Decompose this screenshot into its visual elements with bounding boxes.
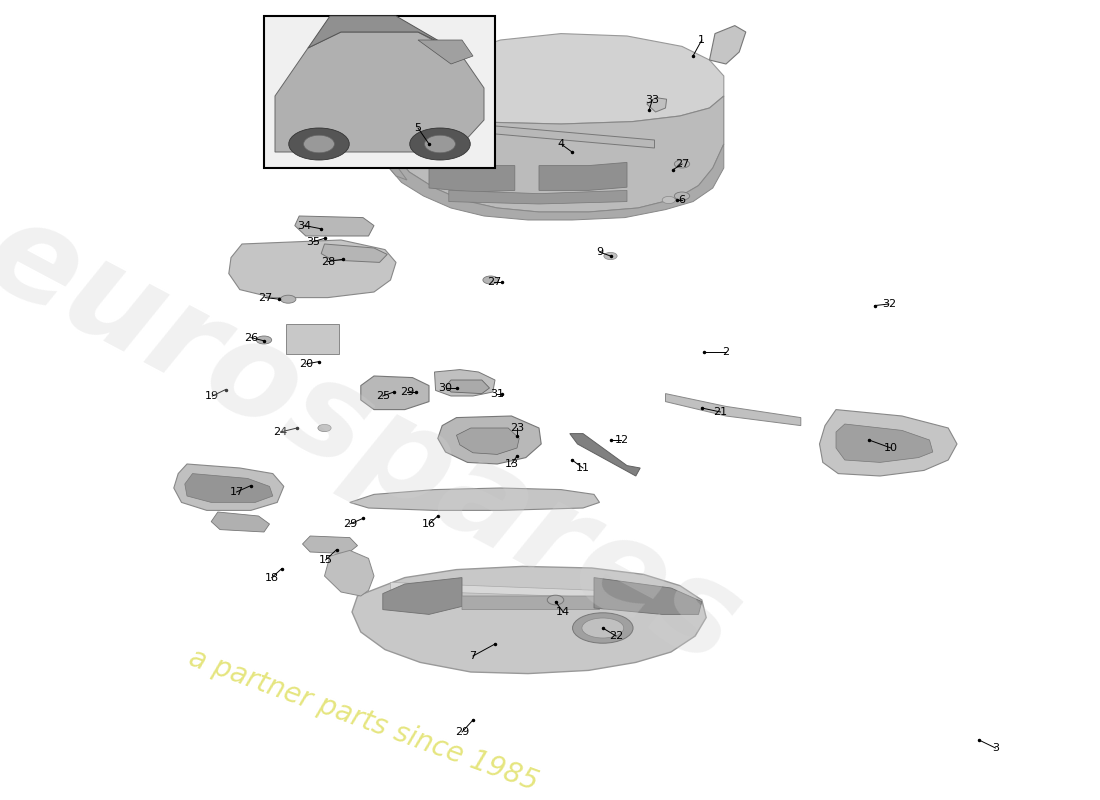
Text: 11: 11 bbox=[576, 463, 590, 473]
Polygon shape bbox=[352, 566, 706, 674]
Polygon shape bbox=[378, 116, 407, 180]
Polygon shape bbox=[836, 424, 933, 462]
Text: 30: 30 bbox=[439, 383, 452, 393]
Ellipse shape bbox=[548, 595, 563, 605]
Text: 27: 27 bbox=[258, 293, 272, 302]
Text: 2: 2 bbox=[723, 347, 729, 357]
Polygon shape bbox=[302, 536, 358, 554]
Polygon shape bbox=[383, 578, 462, 614]
Polygon shape bbox=[462, 596, 600, 610]
Polygon shape bbox=[594, 578, 702, 614]
Text: 28: 28 bbox=[321, 257, 334, 266]
Text: 27: 27 bbox=[675, 159, 689, 169]
Polygon shape bbox=[275, 32, 484, 152]
Polygon shape bbox=[438, 416, 541, 464]
Text: 7: 7 bbox=[470, 651, 476, 661]
Text: 24: 24 bbox=[274, 427, 287, 437]
Text: a partner parts since 1985: a partner parts since 1985 bbox=[185, 644, 541, 796]
Polygon shape bbox=[385, 96, 724, 212]
Polygon shape bbox=[647, 98, 667, 112]
Polygon shape bbox=[185, 474, 273, 502]
Polygon shape bbox=[295, 216, 374, 236]
Text: 1: 1 bbox=[698, 35, 705, 45]
Polygon shape bbox=[321, 244, 387, 262]
Text: 26: 26 bbox=[244, 333, 257, 342]
Text: 13: 13 bbox=[505, 459, 518, 469]
Polygon shape bbox=[286, 324, 339, 354]
Polygon shape bbox=[409, 98, 431, 110]
Text: 10: 10 bbox=[884, 443, 898, 453]
Ellipse shape bbox=[409, 128, 471, 160]
Polygon shape bbox=[446, 380, 490, 394]
Ellipse shape bbox=[280, 295, 296, 303]
Polygon shape bbox=[456, 428, 519, 454]
Text: 14: 14 bbox=[557, 607, 570, 617]
Polygon shape bbox=[434, 370, 495, 396]
Text: 33: 33 bbox=[646, 95, 659, 105]
Ellipse shape bbox=[582, 618, 624, 638]
Ellipse shape bbox=[288, 128, 350, 160]
Text: 6: 6 bbox=[679, 195, 685, 205]
Text: 25: 25 bbox=[376, 391, 389, 401]
Ellipse shape bbox=[304, 135, 334, 153]
Text: 35: 35 bbox=[307, 237, 320, 246]
Polygon shape bbox=[308, 16, 451, 48]
Text: 4: 4 bbox=[558, 139, 564, 149]
Polygon shape bbox=[378, 136, 724, 220]
Ellipse shape bbox=[662, 196, 675, 204]
Text: 22: 22 bbox=[609, 631, 623, 641]
Polygon shape bbox=[174, 464, 284, 510]
Ellipse shape bbox=[674, 160, 690, 168]
Polygon shape bbox=[570, 434, 640, 476]
Polygon shape bbox=[449, 190, 627, 204]
Text: eurospares: eurospares bbox=[0, 188, 761, 692]
Text: 29: 29 bbox=[455, 727, 469, 737]
Polygon shape bbox=[418, 40, 473, 64]
Text: 15: 15 bbox=[319, 555, 332, 565]
Ellipse shape bbox=[604, 253, 617, 259]
Ellipse shape bbox=[318, 424, 331, 432]
Ellipse shape bbox=[674, 192, 690, 200]
Polygon shape bbox=[429, 162, 515, 192]
Ellipse shape bbox=[573, 613, 634, 643]
Text: 27: 27 bbox=[487, 277, 500, 286]
Text: 29: 29 bbox=[343, 519, 356, 529]
Polygon shape bbox=[390, 582, 682, 600]
Text: 19: 19 bbox=[206, 391, 219, 401]
Text: 12: 12 bbox=[615, 435, 628, 445]
Text: 3: 3 bbox=[992, 743, 999, 753]
Polygon shape bbox=[820, 410, 957, 476]
Polygon shape bbox=[211, 512, 270, 532]
Ellipse shape bbox=[483, 276, 498, 284]
Polygon shape bbox=[350, 488, 600, 510]
Polygon shape bbox=[361, 376, 429, 410]
Ellipse shape bbox=[256, 336, 272, 344]
Polygon shape bbox=[666, 394, 801, 426]
Text: 16: 16 bbox=[422, 519, 436, 529]
Text: 17: 17 bbox=[230, 487, 243, 497]
Polygon shape bbox=[473, 124, 654, 148]
Ellipse shape bbox=[425, 135, 455, 153]
Text: 32: 32 bbox=[882, 299, 895, 309]
Text: 21: 21 bbox=[714, 407, 727, 417]
Polygon shape bbox=[710, 26, 746, 64]
Polygon shape bbox=[324, 550, 374, 596]
Text: 29: 29 bbox=[400, 387, 414, 397]
Polygon shape bbox=[539, 162, 627, 190]
Text: 5: 5 bbox=[415, 123, 421, 133]
Text: 31: 31 bbox=[491, 389, 504, 398]
Bar bbox=[264, 16, 495, 168]
Polygon shape bbox=[229, 240, 396, 298]
Polygon shape bbox=[390, 34, 724, 124]
Text: 9: 9 bbox=[596, 247, 603, 257]
Text: 23: 23 bbox=[510, 423, 524, 433]
Text: 20: 20 bbox=[299, 359, 312, 369]
Text: 18: 18 bbox=[265, 573, 278, 582]
Text: 34: 34 bbox=[298, 221, 311, 230]
Polygon shape bbox=[405, 102, 442, 130]
